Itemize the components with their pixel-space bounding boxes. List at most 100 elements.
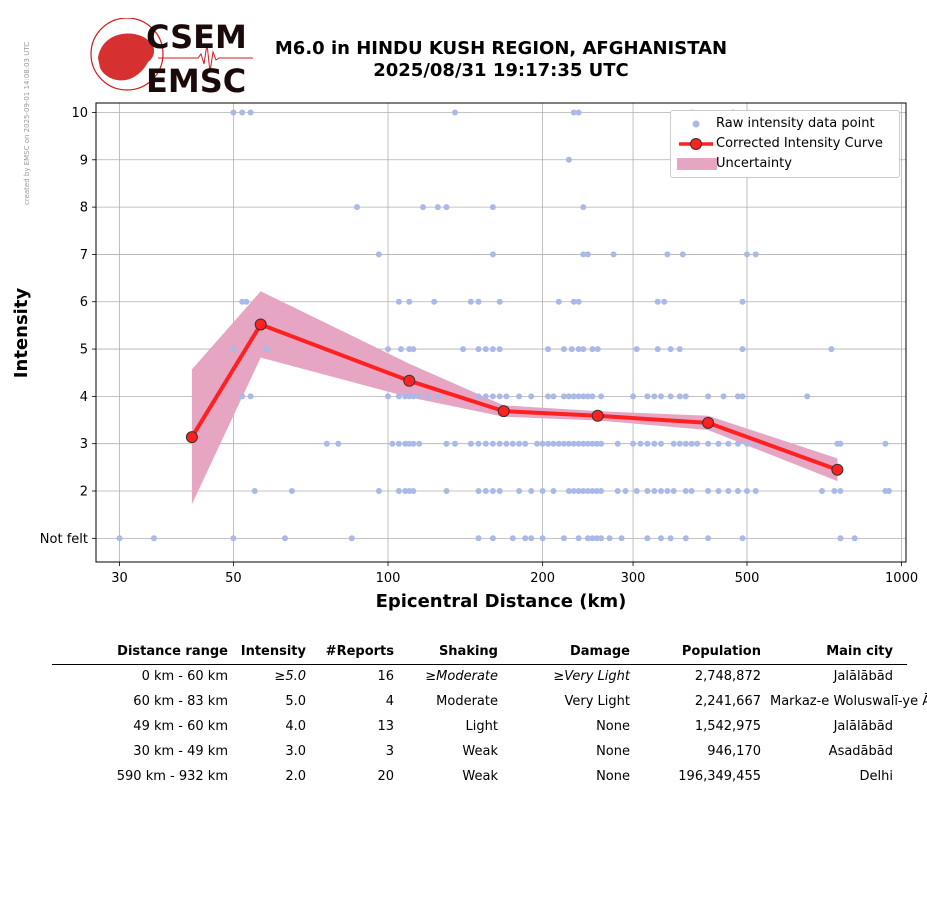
raw-data-point [516, 440, 523, 447]
raw-data-point [348, 535, 355, 542]
uncertainty-band [191, 291, 838, 505]
raw-data-point [568, 346, 575, 353]
raw-data-point [389, 440, 396, 447]
emsc-logo: CSEM EMSC [90, 18, 253, 96]
raw-data-point [744, 440, 750, 447]
header-reports: #Reports [325, 644, 394, 659]
raw-data-point [560, 346, 567, 353]
curve-layer [185, 318, 844, 476]
raw-data-point [584, 488, 591, 494]
raw-data-point [565, 440, 572, 447]
raw-data-point [694, 440, 701, 447]
raw-data-point [580, 488, 587, 494]
raw-data-point [354, 204, 360, 211]
raw-data-point [402, 488, 409, 494]
raw-data-point [705, 440, 712, 447]
raw-data-point [443, 440, 450, 447]
raw-data-point [395, 488, 402, 494]
cell-population: 2,241,667 [694, 694, 761, 709]
raw-data-point [667, 393, 674, 400]
raw-data-point [443, 204, 450, 211]
cell-distance-range: 60 km - 83 km [133, 694, 228, 709]
raw-data-point [410, 346, 417, 353]
header-distance-range: Distance range [117, 644, 228, 659]
raw-data-point [630, 440, 637, 447]
header-intensity: Intensity [240, 644, 306, 659]
raw-data-point [489, 251, 496, 258]
raw-data-point [555, 440, 562, 447]
raw-data-point [288, 488, 295, 494]
raw-data-point [452, 109, 458, 116]
raw-data-point [482, 346, 489, 353]
raw-data-point [610, 251, 617, 258]
raw-data-point [739, 535, 746, 542]
raw-data-point [528, 393, 535, 400]
legend-uncertainty-swatch-icon [677, 158, 717, 170]
header-damage: Damage [569, 644, 630, 659]
cell-distance-range: 590 km - 932 km [116, 769, 228, 784]
raw-data-point [385, 393, 391, 400]
raw-data-point [570, 488, 577, 494]
cell-intensity: 5.0 [285, 694, 306, 709]
raw-data-point [598, 488, 605, 494]
raw-data-point [565, 488, 572, 494]
raw-data-point [630, 393, 637, 400]
corrected-curve-point [702, 416, 715, 429]
logo-seismogram-icon [158, 43, 253, 73]
cell-intensity: ≥5.0 [274, 669, 306, 684]
y-tick-label: 10 [71, 106, 88, 121]
raw-data-point [402, 393, 409, 400]
raw-data-point [410, 393, 417, 400]
cell-reports: 13 [377, 719, 394, 734]
raw-data-point [545, 393, 552, 400]
legend-uncertainty-label: Uncertainty [716, 156, 792, 171]
raw-data-point [385, 346, 391, 353]
raw-data-point [682, 535, 689, 542]
raw-data-point [565, 156, 572, 163]
cell-damage: None [596, 719, 630, 734]
cell-intensity: 4.0 [285, 719, 306, 734]
cell-damage: None [596, 769, 630, 784]
cell-reports: 16 [377, 669, 394, 684]
raw-data-point [715, 440, 722, 447]
table-row: 60 km - 83 km 5.0 4 Moderate Very Light … [52, 690, 927, 715]
raw-data-point [560, 535, 567, 542]
raw-data-point [489, 346, 496, 353]
raw-data-point [644, 488, 651, 494]
uncertainty-band-layer [191, 291, 838, 505]
raw-data-point [725, 488, 732, 494]
raw-data-point [247, 109, 254, 116]
y-tick-label: 6 [80, 295, 88, 310]
raw-data-point [570, 440, 577, 447]
raw-data-point [420, 204, 426, 211]
intensity-chart: 30 50 100 200 300 500 1000 Not felt 2 3 4 5 6 7 8 9 10 E… [11, 102, 918, 612]
raw-data-point [230, 109, 237, 116]
raw-data-point [398, 346, 404, 353]
cell-distance-range: 0 km - 60 km [141, 669, 228, 684]
raw-data-point [575, 109, 582, 116]
raw-data-point [575, 488, 582, 494]
raw-data-point [734, 488, 741, 494]
raw-data-point [522, 535, 529, 542]
raw-data-point [705, 535, 712, 542]
raw-data-point [637, 440, 644, 447]
raw-data-point [676, 393, 683, 400]
raw-data-point [752, 251, 759, 258]
raw-data-point [239, 109, 246, 116]
legend-raw-marker-icon [692, 120, 700, 128]
raw-data-point [434, 393, 441, 400]
raw-data-point [837, 535, 844, 542]
raw-data-point [739, 393, 746, 400]
raw-data-point [837, 440, 844, 447]
y-tick-label: 2 [80, 485, 88, 500]
raw-data-point [545, 440, 552, 447]
raw-data-point [482, 440, 489, 447]
raw-data-point [688, 488, 695, 494]
raw-data-point [550, 440, 557, 447]
cell-damage: Very Light [564, 694, 631, 709]
raw-data-point [335, 440, 342, 447]
raw-data-point [618, 535, 625, 542]
cell-distance-range: 49 km - 60 km [133, 719, 228, 734]
raw-data-point [230, 535, 237, 542]
raw-data-point [116, 535, 123, 542]
